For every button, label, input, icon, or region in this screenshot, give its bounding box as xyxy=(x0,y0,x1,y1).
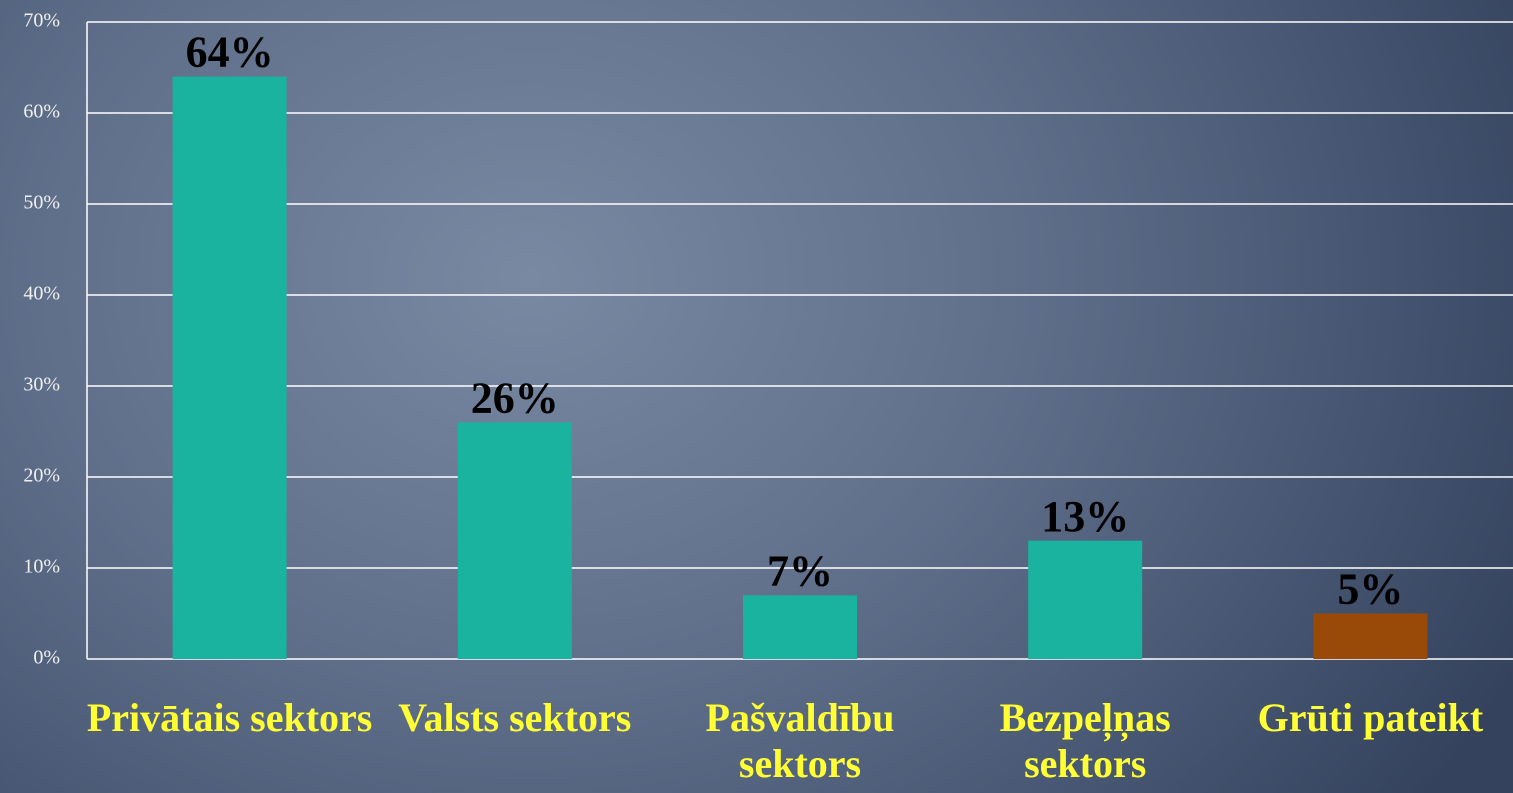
value-label: 26% xyxy=(471,373,559,422)
bar xyxy=(172,76,287,660)
y-tick-label: 0% xyxy=(33,647,60,669)
bar xyxy=(1313,613,1428,659)
y-tick-label: 20% xyxy=(23,465,60,487)
x-tick-label: Valsts sektors xyxy=(398,695,632,740)
value-label: 64% xyxy=(186,28,274,77)
bar xyxy=(1028,540,1143,659)
y-tick-label: 50% xyxy=(23,192,60,214)
value-label: 7% xyxy=(767,546,833,595)
x-tick-label: Pašvaldību sektors xyxy=(705,695,895,786)
x-tick-label: Grūti pateikt xyxy=(1257,695,1484,740)
x-tick-label: Bezpeļņas sektors xyxy=(999,695,1171,786)
y-tick-label: 10% xyxy=(23,556,60,578)
value-label: 5% xyxy=(1337,565,1403,614)
y-tick-label: 30% xyxy=(23,374,60,396)
y-tick-label: 70% xyxy=(23,10,60,32)
bar xyxy=(743,595,857,659)
x-tick-label: Privātais sektors xyxy=(86,695,373,740)
value-label: 13% xyxy=(1041,492,1129,541)
y-tick-label: 40% xyxy=(23,283,60,305)
bar xyxy=(457,422,572,659)
y-tick-label: 60% xyxy=(23,101,60,123)
